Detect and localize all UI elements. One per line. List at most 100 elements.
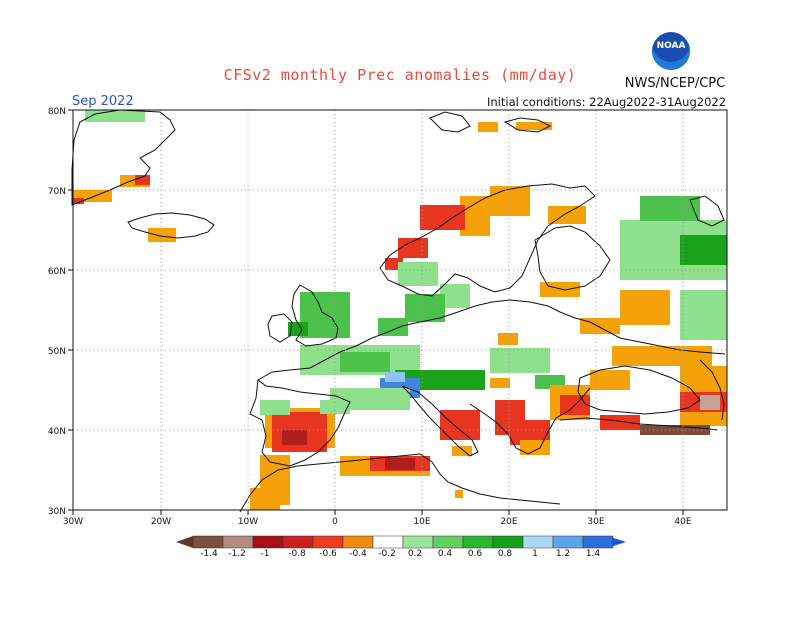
- anomaly-cell-lightgreen: [85, 110, 145, 122]
- anomaly-cell-red: [72, 198, 84, 204]
- lon-label: 30W: [63, 517, 83, 527]
- coast-continent: [257, 299, 726, 381]
- anomaly-cell-orange: [148, 228, 176, 242]
- anomaly-cell-darkred: [282, 430, 307, 445]
- legend-swatch: [192, 535, 224, 549]
- legend-swatch: [222, 535, 254, 549]
- anomaly-cell-lightgreen: [260, 400, 290, 415]
- anomaly-cell-darkred: [385, 458, 415, 470]
- initial-conditions: Initial conditions: 22Aug2022-31Aug2022: [487, 95, 727, 109]
- legend-label: -0.2: [378, 549, 396, 559]
- lat-label: 30N: [48, 507, 66, 517]
- coast-gb: [291, 284, 339, 347]
- legend-label: -0.4: [349, 549, 367, 559]
- graticule: [73, 110, 727, 510]
- coast-caspian: [699, 359, 725, 421]
- noaa-logo-icon: [652, 32, 690, 70]
- anomaly-cell-tan: [700, 395, 720, 410]
- coast-norway: [379, 183, 596, 297]
- anomaly-cell-orange: [490, 186, 530, 216]
- legend-label: 0.6: [468, 549, 483, 559]
- lon-label: 40E: [674, 517, 691, 527]
- anomaly-layer: [72, 110, 727, 510]
- anomaly-cell-red: [440, 410, 480, 440]
- legend-colorbar: [176, 535, 626, 549]
- anomaly-cell-orange: [612, 346, 712, 366]
- legend-label: -1.2: [228, 549, 246, 559]
- legend-swatch: [282, 535, 314, 549]
- anomaly-cell-red: [600, 415, 640, 430]
- lat-labels: 80N 70N 60N 50N 40N 30N: [48, 107, 66, 517]
- anomaly-cell-green: [340, 352, 390, 372]
- legend-label: 0.4: [438, 549, 453, 559]
- anomaly-cell-orange: [455, 490, 463, 498]
- lon-label: 0: [332, 517, 338, 527]
- lon-label: 10W: [238, 517, 258, 527]
- anomaly-cell-orange: [590, 370, 630, 390]
- lat-label: 60N: [48, 267, 66, 277]
- legend-swatch: [552, 535, 584, 549]
- lon-label: 20E: [500, 517, 517, 527]
- coastlines: [71, 109, 726, 513]
- legend-label: -1.4: [200, 549, 218, 559]
- anomaly-cell-orange: [620, 290, 670, 325]
- anomaly-cell-red: [398, 238, 428, 258]
- legend-label: -1: [261, 549, 270, 559]
- anomaly-cell-darkgreen: [288, 322, 308, 336]
- coast-svalbard: [429, 111, 471, 133]
- legend-swatch: [402, 535, 434, 549]
- anomaly-cell-darkgreen: [680, 235, 727, 265]
- lat-label: 40N: [48, 427, 66, 437]
- legend-label: -0.6: [319, 549, 337, 559]
- legend-label: 0.8: [498, 549, 513, 559]
- anomaly-cell-red: [420, 205, 465, 230]
- legend-swatch: [522, 535, 554, 549]
- coast-iceland: [127, 212, 215, 239]
- anomaly-cell-orange: [516, 122, 552, 130]
- anomaly-cell-green: [300, 292, 350, 338]
- anomaly-cell-lightgreen: [680, 290, 727, 340]
- legend-swatch: [582, 535, 614, 549]
- lat-label: 50N: [48, 347, 66, 357]
- noaa-logo-text: NOAA: [656, 41, 686, 51]
- coast-balkans: [469, 387, 591, 455]
- legend-swatch: [312, 535, 344, 549]
- anomaly-cell-green: [378, 318, 408, 336]
- anomaly-cell-lightgreen: [398, 262, 438, 286]
- lon-label: 10E: [413, 517, 430, 527]
- lat-label: 80N: [48, 107, 66, 117]
- coast-black-sea: [577, 365, 701, 415]
- legend-swatch: [342, 535, 374, 549]
- coast-greenland: [71, 109, 176, 206]
- anomaly-cell-green: [405, 294, 445, 322]
- anomaly-cell-lightgreen: [490, 348, 550, 373]
- lon-label: 30E: [587, 517, 604, 527]
- anomaly-cell-orange: [540, 282, 580, 297]
- legend-labels: -1.4 -1.2 -1 -0.8 -0.6 -0.4 -0.2 0.2 0.4…: [200, 549, 600, 559]
- legend-swatch: [432, 535, 464, 549]
- coast-africa: [239, 453, 561, 513]
- legend-swatch: [372, 535, 404, 549]
- anomaly-cell-orange: [452, 446, 472, 456]
- legend-label: 1: [532, 549, 538, 559]
- ticks: [68, 109, 684, 515]
- coast-italy: [401, 385, 479, 457]
- chart-title: CFSv2 monthly Prec anomalies (mm/day): [223, 66, 577, 84]
- legend-low-triangle: [176, 536, 193, 548]
- anomaly-cell-orange: [580, 318, 620, 334]
- anomaly-cell-brown: [640, 425, 710, 435]
- legend-label: 0.2: [408, 549, 422, 559]
- organization-label: NWS/NCEP/CPC: [624, 76, 726, 91]
- anomaly-cell-red: [135, 175, 150, 185]
- coast-iberia: [249, 379, 351, 467]
- coast-finland: [534, 225, 611, 291]
- anomaly-cell-orange: [490, 378, 510, 388]
- lon-label: 20W: [151, 517, 171, 527]
- anomaly-cell-orange: [498, 333, 518, 345]
- forecast-month: Sep 2022: [72, 94, 134, 109]
- coast-ireland: [267, 313, 293, 343]
- anomaly-cell-lightblue: [385, 372, 405, 382]
- coast-turkey: [559, 417, 719, 431]
- lat-label: 70N: [48, 187, 66, 197]
